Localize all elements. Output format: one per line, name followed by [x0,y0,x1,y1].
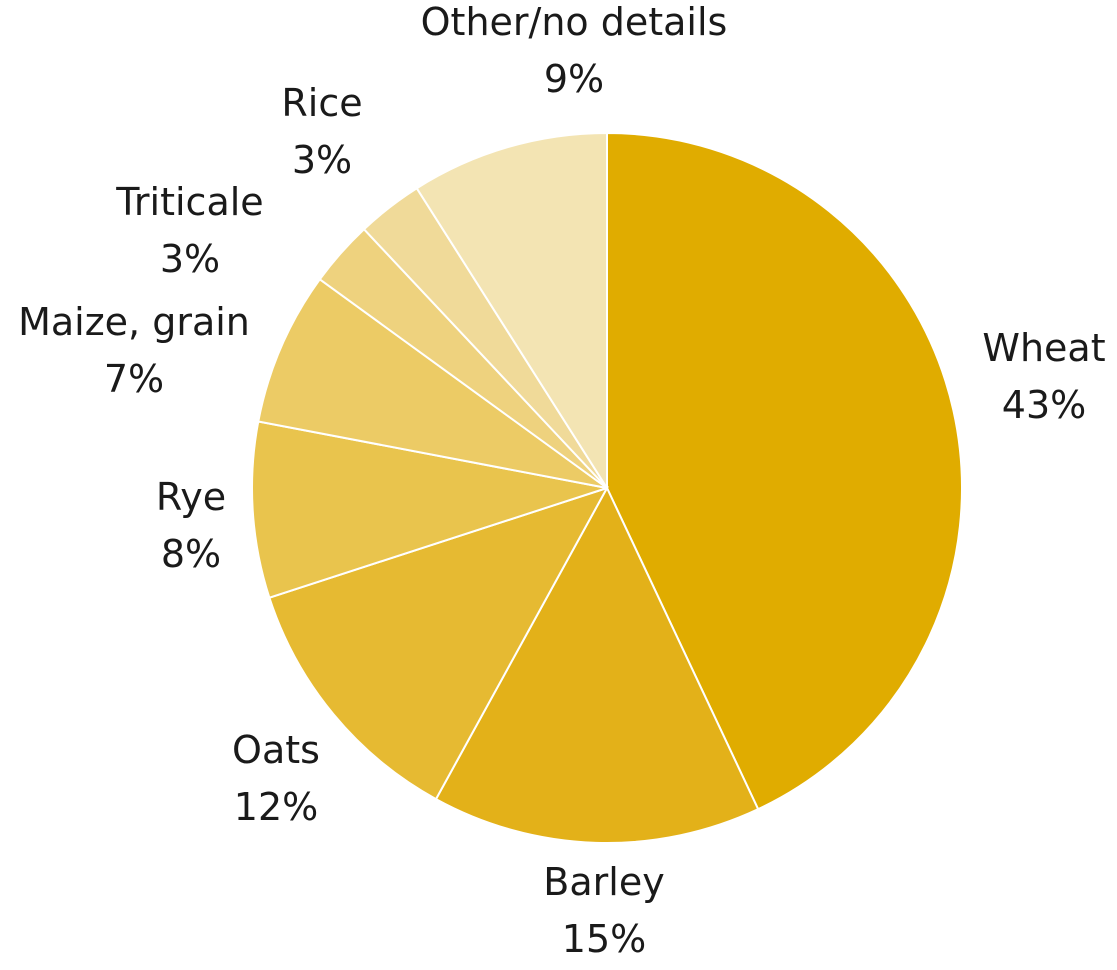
slice-percent-label: 12% [234,785,318,829]
slice-label-barley: Barley 15% [543,860,664,961]
pie-slices [251,131,963,844]
pie-slice-maize-grain [257,277,608,489]
pie-labels: Wheat 43% Barley 15% Oats 12% Rye 8% Maize, grai… [18,0,1106,961]
pie-slice-oats [268,486,610,801]
slice-label-rye: Rye 8% [156,475,226,576]
slice-category-label: Oats [232,728,320,772]
slice-percent-label: 3% [292,138,352,182]
pie-slice-wheat [606,131,963,811]
slice-category-label: Triticale [115,180,263,224]
slice-label-triticale: Triticale 3% [115,180,263,281]
slice-category-label: Barley [543,860,664,904]
slice-label-rice: Rice 3% [281,81,362,182]
pie-slice-barley [434,485,760,844]
slice-category-label: Rice [281,81,362,125]
slice-percent-label: 15% [562,917,646,961]
slice-label-other-no-details: Other/no details 9% [421,0,728,101]
slice-category-label: Maize, grain [18,300,250,344]
slice-category-label: Other/no details [421,0,728,44]
slice-label-wheat: Wheat 43% [982,326,1105,427]
slice-percent-label: 9% [544,57,604,101]
slice-label-maize-grain: Maize, grain 7% [18,300,250,401]
slice-percent-label: 8% [161,532,221,576]
slice-category-label: Wheat [982,326,1105,370]
slice-percent-label: 3% [160,237,220,281]
slice-category-label: Rye [156,475,226,519]
pie-slice-other-no-details [415,131,608,492]
slice-label-oats: Oats 12% [232,728,320,829]
slice-percent-label: 7% [104,357,164,401]
slice-percent-label: 43% [1002,383,1086,427]
pie-slice-rye [251,420,608,599]
